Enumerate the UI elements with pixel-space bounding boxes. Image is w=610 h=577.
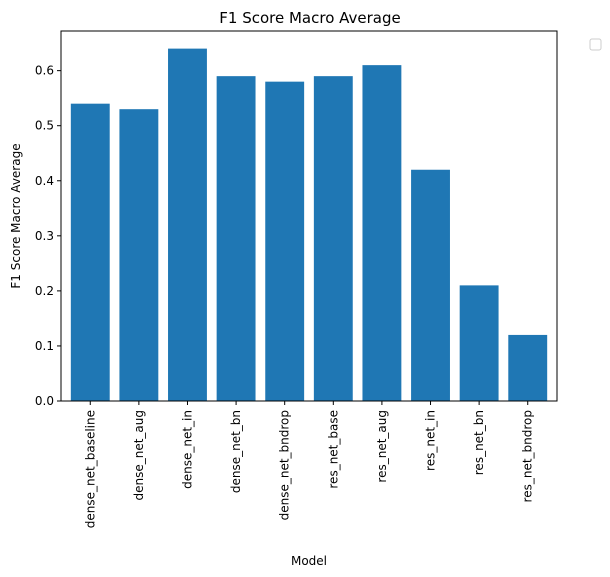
- x-tick-label-res_net_aug: res_net_aug: [375, 410, 389, 483]
- y-tick-label: 0.2: [35, 284, 54, 298]
- bar-dense_net_aug: [119, 109, 159, 402]
- x-axis-label: Model: [291, 554, 327, 568]
- x-tick-label-res_net_bn: res_net_bn: [472, 410, 486, 475]
- y-tick-label: 0.6: [35, 64, 54, 78]
- x-tick-label-res_net_in: res_net_in: [424, 410, 438, 471]
- chart-title: F1 Score Macro Average: [219, 9, 400, 27]
- x-axis: dense_net_baseline dense_net_aug dense_net…: [83, 401, 535, 528]
- bar-res_net_base: [313, 76, 353, 402]
- x-tick-label-dense_net_aug: dense_net_aug: [132, 410, 146, 501]
- x-tick-label-res_net_bndrop: res_net_bndrop: [521, 410, 535, 502]
- bar-res_net_bndrop: [508, 334, 548, 401]
- y-tick-label: 0.1: [35, 339, 54, 353]
- y-axis: 0.0 0.1 0.2 0.3 0.4 0.5 0.6: [35, 64, 61, 408]
- bar-res_net_in: [411, 169, 450, 401]
- bar-dense_net_bn: [216, 76, 256, 402]
- x-tick-label-dense_net_in: dense_net_in: [180, 410, 194, 489]
- bars-group: [70, 48, 548, 402]
- x-tick-label-dense_net_bn: dense_net_bn: [229, 410, 243, 493]
- bar-dense_net_bndrop: [265, 81, 305, 402]
- bar-dense_net_in: [168, 48, 207, 401]
- y-tick-label: 0.3: [35, 229, 54, 243]
- y-tick-label: 0.0: [35, 394, 54, 408]
- plot-frame: [60, 30, 558, 402]
- x-tick-label-dense_net_baseline: dense_net_baseline: [83, 410, 97, 528]
- bar-res_net_bn: [459, 285, 499, 401]
- x-tick-label-dense_net_bndrop: dense_net_bndrop: [278, 410, 292, 520]
- y-axis-label: F1 Score Macro Average: [9, 143, 23, 288]
- bar-res_net_aug: [362, 65, 402, 401]
- legend-box: [589, 38, 602, 51]
- y-tick-label: 0.4: [35, 174, 54, 188]
- bar-dense_net_baseline: [70, 103, 110, 401]
- x-tick-label-res_net_base: res_net_base: [326, 410, 340, 489]
- y-tick-label: 0.5: [35, 119, 54, 133]
